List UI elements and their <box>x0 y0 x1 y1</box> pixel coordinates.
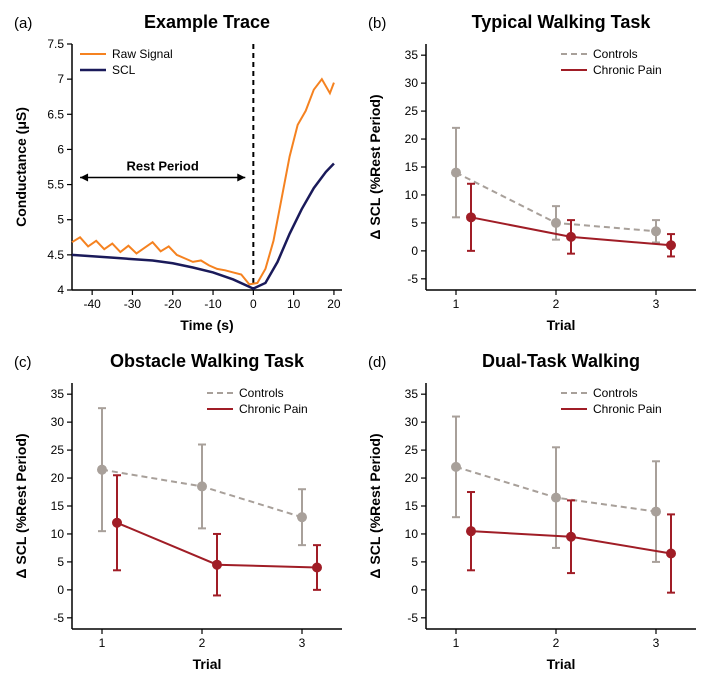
y-axis-label: Δ SCL (%Rest Period) <box>367 433 383 578</box>
svg-text:1: 1 <box>453 297 460 311</box>
x-axis-label: Trial <box>193 656 222 672</box>
svg-text:-5: -5 <box>407 272 418 286</box>
panel-label: (d) <box>368 354 386 371</box>
svg-text:25: 25 <box>51 443 65 457</box>
panel-a: (a) Example Trace 4 4.5 5 5.5 6 6.5 7 7.5 -40 -30 -2… <box>10 10 354 339</box>
svg-text:10: 10 <box>51 526 65 540</box>
svg-text:10: 10 <box>405 188 419 202</box>
svg-text:2: 2 <box>553 297 560 311</box>
svg-text:-5: -5 <box>407 610 418 624</box>
rest-period-annotation: Rest Period <box>127 159 199 174</box>
svg-text:1: 1 <box>99 636 106 650</box>
legend-item-label: Raw Signal <box>112 47 173 61</box>
y-axis-label: Δ SCL (%Rest Period) <box>367 94 383 239</box>
panel-title: Dual-Task Walking <box>482 351 640 371</box>
svg-text:10: 10 <box>287 297 301 311</box>
panel-c: (c) Obstacle Walking Task -5 0 5 10 15 20 25 30 35… <box>10 349 354 678</box>
svg-text:4: 4 <box>57 283 64 297</box>
legend-item-label: Controls <box>239 386 284 400</box>
svg-text:-40: -40 <box>83 297 101 311</box>
svg-text:5: 5 <box>411 216 418 230</box>
svg-text:35: 35 <box>51 387 65 401</box>
svg-text:-10: -10 <box>204 297 222 311</box>
panel-title: Obstacle Walking Task <box>110 351 305 371</box>
legend: Controls Chronic Pain <box>561 47 662 77</box>
svg-text:20: 20 <box>327 297 341 311</box>
svg-text:5.5: 5.5 <box>47 178 64 192</box>
svg-text:0: 0 <box>411 244 418 258</box>
scl-line <box>72 163 334 288</box>
svg-text:35: 35 <box>405 387 419 401</box>
svg-text:3: 3 <box>653 297 660 311</box>
legend-item-label: Chronic Pain <box>593 402 662 416</box>
legend-item-label: Controls <box>593 47 638 61</box>
svg-text:5: 5 <box>57 213 64 227</box>
x-axis-label: Time (s) <box>180 317 233 333</box>
x-axis-label: Trial <box>547 317 576 333</box>
svg-text:15: 15 <box>405 499 419 513</box>
svg-text:6.5: 6.5 <box>47 107 64 121</box>
svg-text:6: 6 <box>57 142 64 156</box>
panel-label: (b) <box>368 15 386 32</box>
plot-area: -5 0 5 10 15 20 25 30 35 1 2 3 <box>405 44 696 311</box>
svg-text:30: 30 <box>405 76 419 90</box>
svg-text:20: 20 <box>405 132 419 146</box>
svg-text:25: 25 <box>405 104 419 118</box>
legend: Raw Signal SCL <box>80 47 173 77</box>
panel-d: (d) Dual-Task Walking -5 0 5 10 15 20 25 30 35 1 2 3 T… <box>364 349 708 678</box>
svg-text:3: 3 <box>299 636 306 650</box>
svg-text:4.5: 4.5 <box>47 248 64 262</box>
svg-text:7.5: 7.5 <box>47 37 64 51</box>
svg-text:0: 0 <box>250 297 257 311</box>
svg-text:15: 15 <box>405 160 419 174</box>
svg-text:-20: -20 <box>164 297 182 311</box>
svg-text:15: 15 <box>51 499 65 513</box>
figure-grid: (a) Example Trace 4 4.5 5 5.5 6 6.5 7 7.5 -40 -30 -2… <box>10 10 707 677</box>
panel-title: Example Trace <box>144 12 270 32</box>
svg-text:0: 0 <box>411 582 418 596</box>
svg-text:0: 0 <box>57 582 64 596</box>
legend-item-label: Chronic Pain <box>593 63 662 77</box>
svg-text:-5: -5 <box>53 610 64 624</box>
legend-item-label: Controls <box>593 386 638 400</box>
y-axis-label: Conductance (μS) <box>13 107 29 227</box>
y-axis-label: Δ SCL (%Rest Period) <box>13 433 29 578</box>
raw-signal-line <box>72 79 334 284</box>
svg-text:7: 7 <box>57 72 64 86</box>
svg-text:20: 20 <box>405 471 419 485</box>
svg-text:3: 3 <box>653 636 660 650</box>
plot-area: -5 0 5 10 15 20 25 30 35 1 2 3 <box>405 383 696 650</box>
plot-area: -5 0 5 10 15 20 25 30 35 1 2 3 <box>51 383 342 650</box>
legend: Controls Chronic Pain <box>561 386 662 416</box>
svg-text:25: 25 <box>405 443 419 457</box>
legend: Controls Chronic Pain <box>207 386 308 416</box>
svg-text:35: 35 <box>405 48 419 62</box>
plot-area: 4 4.5 5 5.5 6 6.5 7 7.5 -40 -30 -20 -10 0 10 20 Rest Pe… <box>47 37 342 311</box>
svg-text:30: 30 <box>405 415 419 429</box>
svg-text:2: 2 <box>553 636 560 650</box>
svg-text:2: 2 <box>199 636 206 650</box>
svg-text:1: 1 <box>453 636 460 650</box>
svg-text:10: 10 <box>405 526 419 540</box>
legend-item-label: Chronic Pain <box>239 402 308 416</box>
svg-text:-30: -30 <box>124 297 142 311</box>
panel-label: (a) <box>14 15 32 32</box>
svg-text:5: 5 <box>411 554 418 568</box>
svg-text:30: 30 <box>51 415 65 429</box>
panel-b: (b) Typical Walking Task -5 0 5 10 15 20 25 30 35 1… <box>364 10 708 339</box>
panel-title: Typical Walking Task <box>472 12 652 32</box>
legend-item-label: SCL <box>112 63 136 77</box>
x-axis-label: Trial <box>547 656 576 672</box>
panel-label: (c) <box>14 354 32 371</box>
svg-text:20: 20 <box>51 471 65 485</box>
svg-text:5: 5 <box>57 554 64 568</box>
